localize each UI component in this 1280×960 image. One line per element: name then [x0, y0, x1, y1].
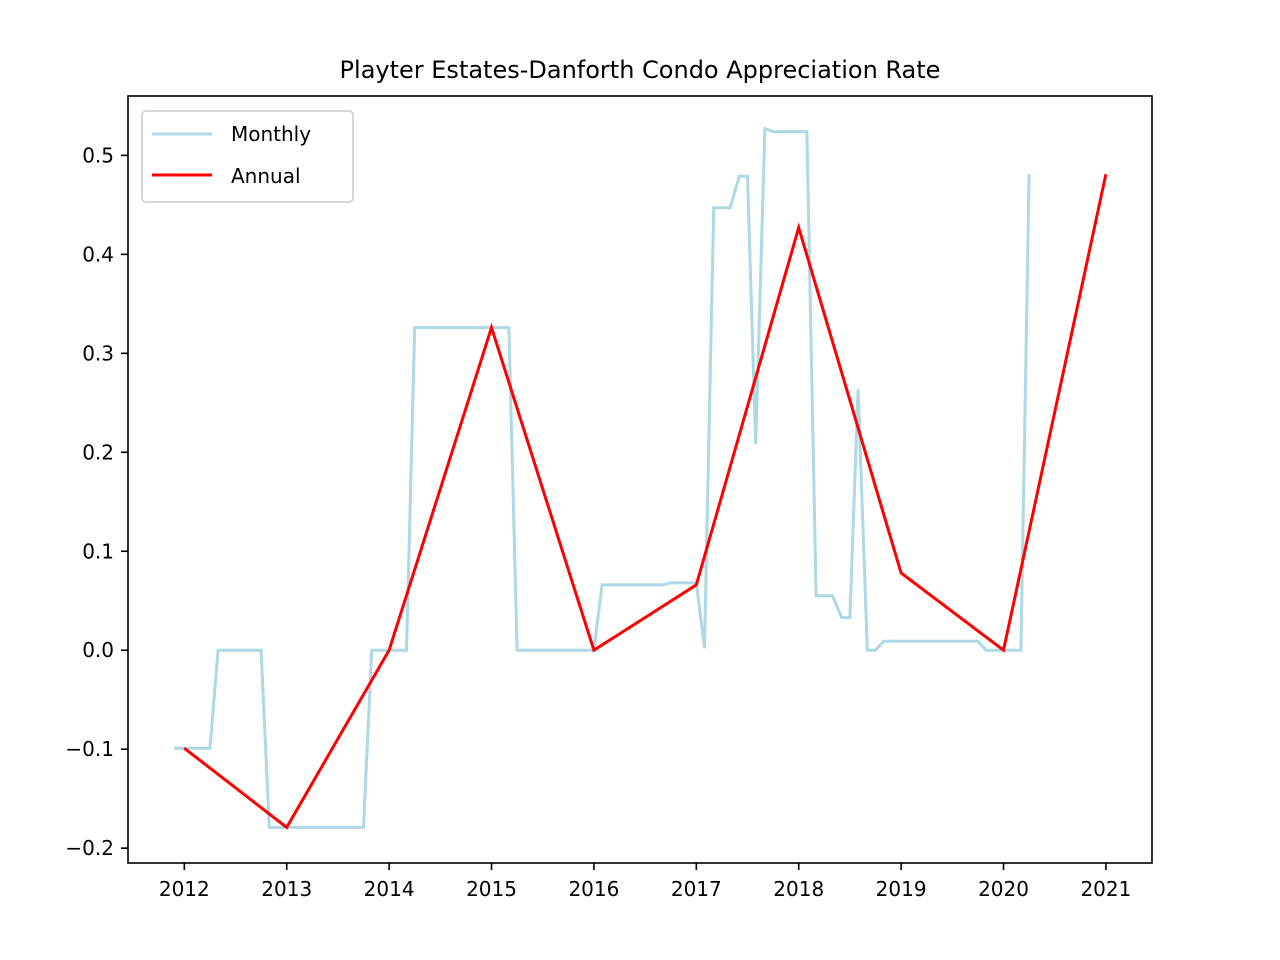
legend-label-monthly: Monthly [231, 122, 311, 146]
chart-title: Playter Estates-Danforth Condo Appreciat… [340, 56, 941, 84]
x-tick-label: 2018 [773, 877, 824, 901]
y-tick-label: 0.5 [82, 143, 114, 167]
legend: Monthly Annual [141, 110, 354, 203]
x-tick-label: 2020 [978, 877, 1029, 901]
y-tick-label: 0.3 [82, 341, 114, 365]
legend-label-annual: Annual [231, 164, 301, 188]
x-tick-label: 2019 [876, 877, 927, 901]
x-tick-label: 2015 [466, 877, 517, 901]
x-tick-label: 2021 [1080, 877, 1131, 901]
x-axis: 2012 2013 2014 2015 2016 2017 2018 2019 2020 2021 [159, 863, 1131, 901]
x-tick-label: 2013 [261, 877, 312, 901]
y-tick-label: 0.1 [82, 539, 114, 563]
x-tick-label: 2012 [159, 877, 210, 901]
y-tick-label: 0.0 [82, 638, 114, 662]
series-layer [174, 126, 1108, 830]
y-tick-label: 0.4 [82, 242, 114, 266]
plot-frame [127, 95, 1153, 864]
x-tick-label: 2016 [568, 877, 619, 901]
y-tick-label: −0.1 [65, 737, 114, 761]
x-tick-label: 2014 [364, 877, 415, 901]
y-axis: −0.2 −0.1 0.0 0.1 0.2 0.3 0.4 0.5 [65, 143, 128, 860]
y-tick-label: −0.2 [65, 836, 114, 860]
series-line-monthly [174, 126, 1031, 829]
x-tick-label: 2017 [671, 877, 722, 901]
series-line-annual [183, 173, 1108, 830]
y-tick-label: 0.2 [82, 440, 114, 464]
